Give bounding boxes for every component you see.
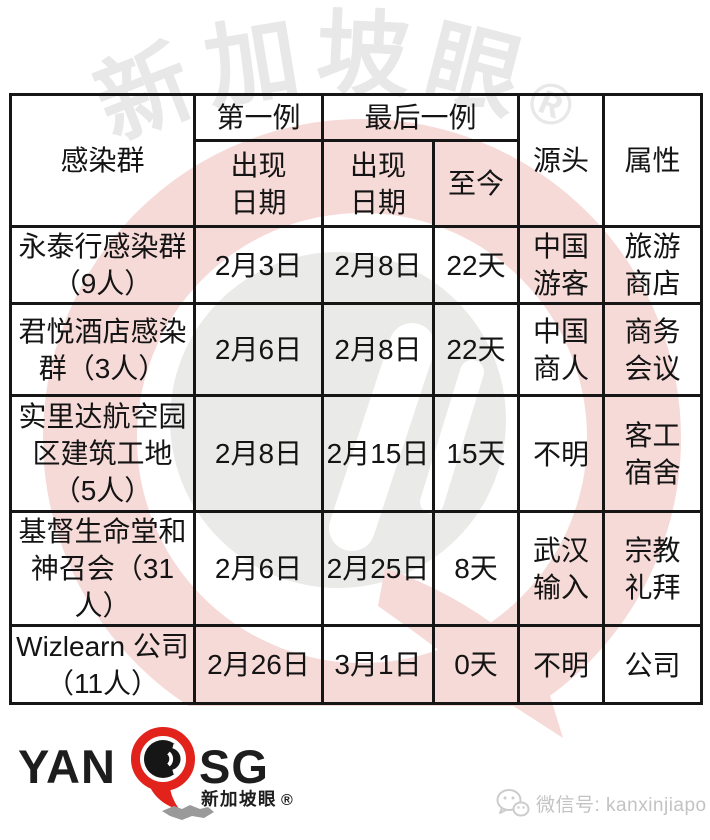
last-date-cell: 2月8日	[321, 225, 435, 305]
since-cell: 0天	[431, 624, 521, 705]
source-cell: 不明	[517, 624, 606, 705]
table-row: 永泰行感染群（9人） 2月3日 2月8日 22天 中国游客 旅游商店	[9, 225, 704, 305]
cluster-cell: 实里达航空园区建筑工地（5人）	[9, 394, 196, 513]
first-date-cell: 2月3日	[193, 225, 324, 305]
since-cell: 15天	[431, 394, 521, 513]
infection-cluster-table: 感染群 第一例 最后一例 源头 属性 出现日期 出现日期 至今 永泰行感染群（9…	[9, 93, 704, 705]
logo-cn-text: 新加坡眼 ®	[201, 789, 295, 809]
first-date-cell: 2月8日	[193, 394, 324, 513]
logo-sg-text: SG	[199, 740, 269, 793]
wechat-icon	[496, 789, 530, 817]
attribute-cell: 客工宿舍	[602, 394, 704, 513]
wechat-id-label: 微信号: kanxinjiapo	[536, 795, 707, 816]
col-header-since: 至今	[431, 139, 521, 228]
since-cell: 8天	[431, 510, 521, 627]
col-header-cluster: 感染群	[9, 93, 196, 228]
since-cell: 22天	[431, 225, 521, 305]
cluster-cell: 永泰行感染群（9人）	[9, 225, 196, 305]
table-row: Wizlearn 公司（11人） 2月26日 3月1日 0天 不明 公司	[9, 624, 704, 705]
cluster-cell: 君悦酒店感染群（3人）	[9, 302, 196, 397]
brand-logo: YAN SG 新加坡眼 ®	[18, 722, 318, 832]
logo-eye-highlight	[172, 743, 186, 775]
source-cell: 不明	[517, 394, 606, 513]
col-header-source: 源头	[517, 93, 606, 228]
table-row: 实里达航空园区建筑工地（5人） 2月8日 2月15日 15天 不明 客工宿舍	[9, 394, 704, 513]
last-date-cell: 2月25日	[321, 510, 435, 627]
since-cell: 22天	[431, 302, 521, 397]
last-date-cell: 3月1日	[321, 624, 435, 705]
source-cell: 中国游客	[517, 225, 606, 305]
first-date-cell: 2月6日	[193, 510, 324, 627]
cluster-cell: Wizlearn 公司（11人）	[9, 624, 196, 705]
first-date-cell: 2月6日	[193, 302, 324, 397]
header-row-1: 感染群 第一例 最后一例 源头 属性	[9, 93, 704, 228]
col-header-first-case: 第一例	[193, 93, 324, 142]
first-date-cell: 2月26日	[193, 624, 324, 705]
singapore-map-icon	[162, 805, 214, 820]
source-cell: 武汉输入	[517, 510, 606, 627]
header-row-2: 出现日期 出现日期 至今	[11, 139, 702, 228]
col-header-last-case: 最后一例	[320, 93, 521, 142]
col-header-last-date: 出现日期	[321, 139, 435, 228]
table-row: 基督生命堂和神召会（31人） 2月6日 2月25日 8天 武汉输入 宗教礼拜	[9, 510, 704, 627]
logo-yan-text: YAN	[18, 740, 116, 793]
attribute-cell: 公司	[602, 624, 704, 705]
last-date-cell: 2月15日	[321, 394, 435, 513]
table-row: 君悦酒店感染群（3人） 2月6日 2月8日 22天 中国商人 商务会议	[9, 302, 704, 397]
attribute-cell: 宗教礼拜	[602, 510, 704, 627]
cluster-cell: 基督生命堂和神召会（31人）	[9, 510, 196, 627]
col-header-first-date: 出现日期	[193, 139, 324, 228]
attribute-cell: 商务会议	[602, 302, 704, 397]
last-date-cell: 2月8日	[321, 302, 435, 397]
attribute-cell: 旅游商店	[602, 225, 704, 305]
col-header-attribute: 属性	[602, 93, 704, 228]
wechat-footer: 微信号: kanxinjiapo	[496, 788, 707, 819]
registered-mark: ®	[281, 792, 295, 809]
logo-eyeball	[144, 740, 182, 778]
logo-eye-pin-icon	[131, 727, 214, 820]
logo-eye-highlight-small	[167, 751, 174, 767]
source-cell: 中国商人	[517, 302, 606, 397]
